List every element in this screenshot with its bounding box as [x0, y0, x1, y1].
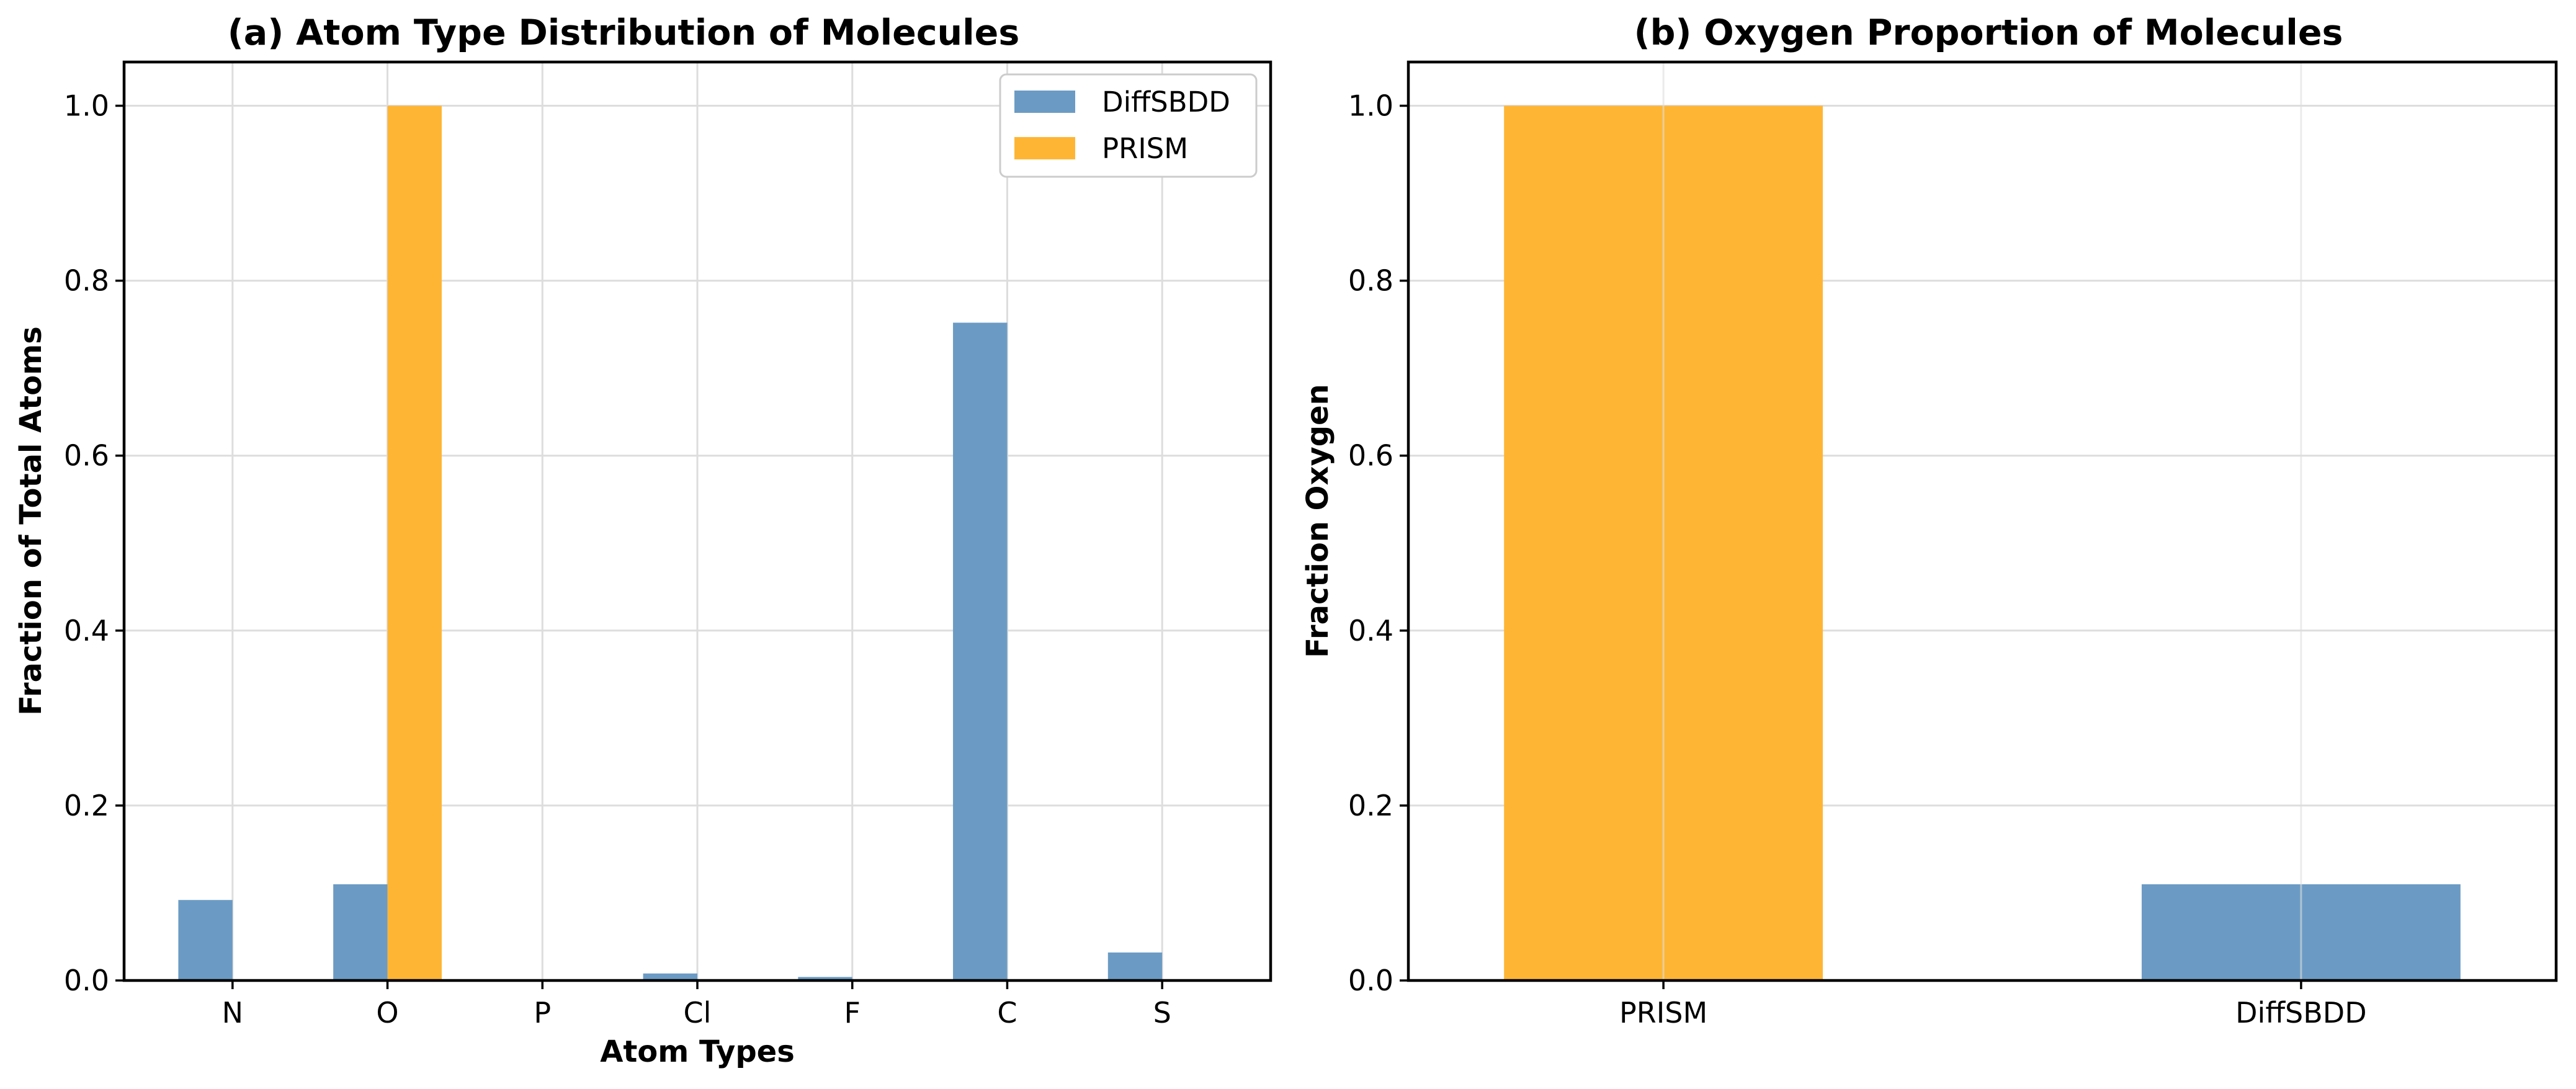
- panel-b-frame: [1407, 60, 2558, 982]
- panel-atom-type-distribution: (a) Atom Type Distribution of Molecules …: [14, 12, 1272, 1069]
- panel-b-y-tick-label: 0.8: [1348, 264, 1393, 298]
- legend-label-prism: PRISM: [1102, 132, 1188, 165]
- panel-a-x-ticks: N O P Cl F C S: [222, 980, 1171, 1029]
- panel-b-y-tick-label: 0.6: [1348, 439, 1393, 473]
- panel-b-y-axis-label: Fraction Oxygen: [1300, 384, 1335, 658]
- panel-b-y-tick-label: 1.0: [1348, 89, 1393, 123]
- bar-diffsbdd-s: [1107, 952, 1163, 980]
- panel-b-title: (b) Oxygen Proportion of Molecules: [1634, 12, 2343, 53]
- bar-diffsbdd-n: [178, 900, 233, 980]
- panel-a-x-tick-label-o: O: [376, 996, 398, 1029]
- bar-diffsbdd-f: [798, 977, 852, 980]
- panel-a-x-tick-label-cl: Cl: [684, 996, 712, 1029]
- bar-diffsbdd-o: [333, 884, 388, 980]
- panel-a-grid: [124, 62, 1271, 982]
- panel-a-y-tick-label: 0.4: [64, 614, 109, 647]
- panel-oxygen-proportion: (b) Oxygen Proportion of Molecules 0.00.…: [1300, 12, 2558, 1029]
- panel-a-x-tick-label-c: C: [997, 996, 1017, 1029]
- panel-a-y-tick-label: 1.0: [64, 89, 109, 123]
- panel-a-y-tick-label: 0.2: [64, 789, 109, 822]
- bar-diffsbdd-cl: [643, 973, 697, 980]
- panel-b-x-tick-label-diffsbdd: DiffSBDD: [2235, 996, 2367, 1029]
- panel-b-y-ticks: 0.0 0.2 0.4 0.6 0.8 1.0: [1348, 89, 1408, 997]
- panel-b-y-tick-label: 0.2: [1348, 789, 1393, 822]
- panel-a-bars: [178, 105, 1163, 980]
- panel-a-x-tick-label-n: N: [222, 996, 243, 1029]
- panel-a-x-tick-label-p: P: [534, 996, 551, 1029]
- panel-a-legend: DiffSBDD PRISM: [999, 73, 1258, 178]
- panel-a-x-tick-label-f: F: [844, 996, 860, 1029]
- panel-b-y-tick-label: 0.4: [1348, 614, 1393, 647]
- legend-swatch-prism: [1014, 137, 1075, 159]
- panel-a-x-axis-label: Atom Types: [600, 1034, 795, 1069]
- panel-a-y-ticks: 0.0 0.2 0.4 0.6 0.8 1.0: [64, 89, 124, 997]
- panel-a-x-tick-label-s: S: [1153, 996, 1171, 1029]
- panel-a-y-axis-label: Fraction of Total Atoms: [14, 326, 48, 716]
- legend-swatch-diffsbdd: [1014, 91, 1075, 113]
- legend-label-diffsbdd: DiffSBDD: [1102, 86, 1230, 118]
- bar-diffsbdd-c: [953, 322, 1008, 980]
- panel-a-y-tick-label: 0.8: [64, 264, 109, 298]
- panel-a-y-tick-label: 0.6: [64, 439, 109, 473]
- panel-a-title: (a) Atom Type Distribution of Molecules: [228, 12, 1020, 53]
- panel-b-x-tick-label-prism: PRISM: [1619, 996, 1707, 1029]
- panel-b-x-ticks: PRISM DiffSBDD: [1619, 980, 2367, 1029]
- panel-a-y-tick-label: 0.0: [64, 964, 109, 997]
- panel-b-bars: [1504, 62, 2461, 980]
- bar-prism-o: [387, 105, 442, 980]
- panel-b-y-tick-label: 0.0: [1348, 964, 1393, 997]
